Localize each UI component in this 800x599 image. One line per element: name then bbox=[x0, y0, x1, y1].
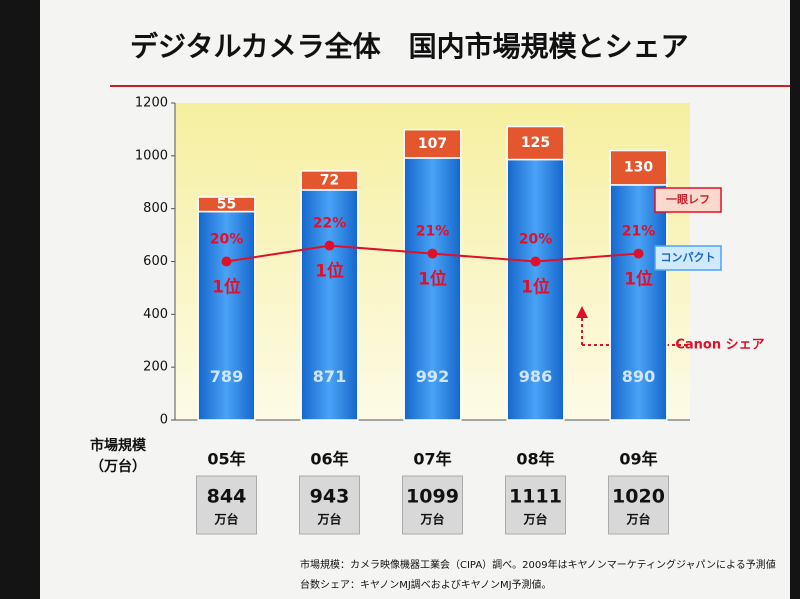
totals-unit-label: （万台） bbox=[90, 458, 146, 475]
bar bbox=[300, 170, 359, 191]
share-point bbox=[530, 256, 541, 267]
bar bbox=[197, 196, 256, 213]
bar bbox=[506, 158, 565, 421]
value-label: 55 bbox=[217, 196, 236, 212]
total-unit: 万台 bbox=[213, 512, 238, 527]
total-value: 943 bbox=[310, 486, 350, 508]
x-tick-label: 05年 bbox=[207, 450, 245, 469]
total-box bbox=[505, 475, 566, 535]
value-label: 72 bbox=[320, 172, 339, 188]
legend-label: コンパクト bbox=[661, 251, 716, 264]
y-tick-label: 400 bbox=[143, 307, 168, 322]
total-box bbox=[299, 475, 360, 535]
share-label: 20% bbox=[210, 232, 244, 248]
y-tick-label: 0 bbox=[160, 413, 168, 428]
note: 台数シェア：キヤノンMJ調べおよびキヤノンMJ予測値。 bbox=[300, 578, 552, 591]
share-point bbox=[221, 256, 232, 267]
y-tick-label: 1200 bbox=[135, 96, 168, 111]
legend-box bbox=[654, 245, 722, 271]
x-tick-label: 09年 bbox=[619, 450, 657, 469]
share-point bbox=[427, 248, 438, 259]
value-label: 986 bbox=[519, 367, 552, 386]
value-label: 890 bbox=[622, 367, 655, 386]
value-label: 871 bbox=[313, 367, 346, 386]
bar bbox=[506, 125, 565, 161]
y-tick-label: 600 bbox=[143, 254, 168, 269]
rank-label: 1位 bbox=[212, 277, 241, 298]
total-unit: 万台 bbox=[522, 512, 547, 527]
note: 市場規模：カメラ映像機器工業会（CIPA）調べ。2009年はキヤノンマーケティン… bbox=[300, 558, 776, 571]
share-label: 20% bbox=[519, 232, 553, 248]
total-box bbox=[196, 475, 257, 535]
value-label: 125 bbox=[521, 135, 550, 151]
bar bbox=[300, 189, 359, 421]
rank-label: 1位 bbox=[315, 261, 344, 282]
share-point bbox=[324, 240, 335, 251]
value-label: 992 bbox=[416, 367, 449, 386]
x-tick-label: 06年 bbox=[310, 450, 348, 469]
bar bbox=[609, 184, 668, 421]
bar bbox=[609, 149, 668, 186]
share-label: 21% bbox=[622, 224, 656, 240]
total-value: 1099 bbox=[406, 486, 459, 508]
total-unit: 万台 bbox=[316, 512, 341, 527]
value-label: 107 bbox=[418, 136, 447, 152]
bar bbox=[403, 157, 462, 421]
rank-label: 1位 bbox=[624, 269, 653, 290]
total-unit: 万台 bbox=[625, 512, 650, 527]
bar bbox=[197, 210, 256, 421]
x-tick-label: 08年 bbox=[516, 450, 554, 469]
share-label: 21% bbox=[416, 224, 450, 240]
bar bbox=[403, 128, 462, 159]
share-point bbox=[633, 248, 644, 259]
total-box bbox=[608, 475, 669, 535]
rank-label: 1位 bbox=[521, 277, 550, 298]
x-tick-label: 07年 bbox=[413, 450, 451, 469]
annotation-arrowhead bbox=[576, 306, 588, 318]
total-unit: 万台 bbox=[419, 512, 444, 527]
total-value: 844 bbox=[207, 486, 247, 508]
legend-label: 一眼レフ bbox=[666, 193, 710, 206]
value-label: 789 bbox=[210, 367, 243, 386]
rank-label: 1位 bbox=[418, 269, 447, 290]
total-box bbox=[402, 475, 463, 535]
value-label: 130 bbox=[624, 160, 653, 176]
totals-label: 市場規模 bbox=[90, 437, 147, 454]
share-label: 22% bbox=[313, 216, 347, 232]
total-value: 1111 bbox=[509, 486, 562, 508]
total-value: 1020 bbox=[612, 486, 665, 508]
legend-label: Canon シェア bbox=[675, 338, 764, 353]
chart-title: デジタルカメラ全体 国内市場規模とシェア bbox=[130, 30, 689, 63]
legend-box bbox=[654, 187, 722, 213]
y-tick-label: 200 bbox=[143, 360, 168, 375]
y-tick-label: 1000 bbox=[135, 148, 168, 163]
y-tick-label: 800 bbox=[143, 201, 168, 216]
